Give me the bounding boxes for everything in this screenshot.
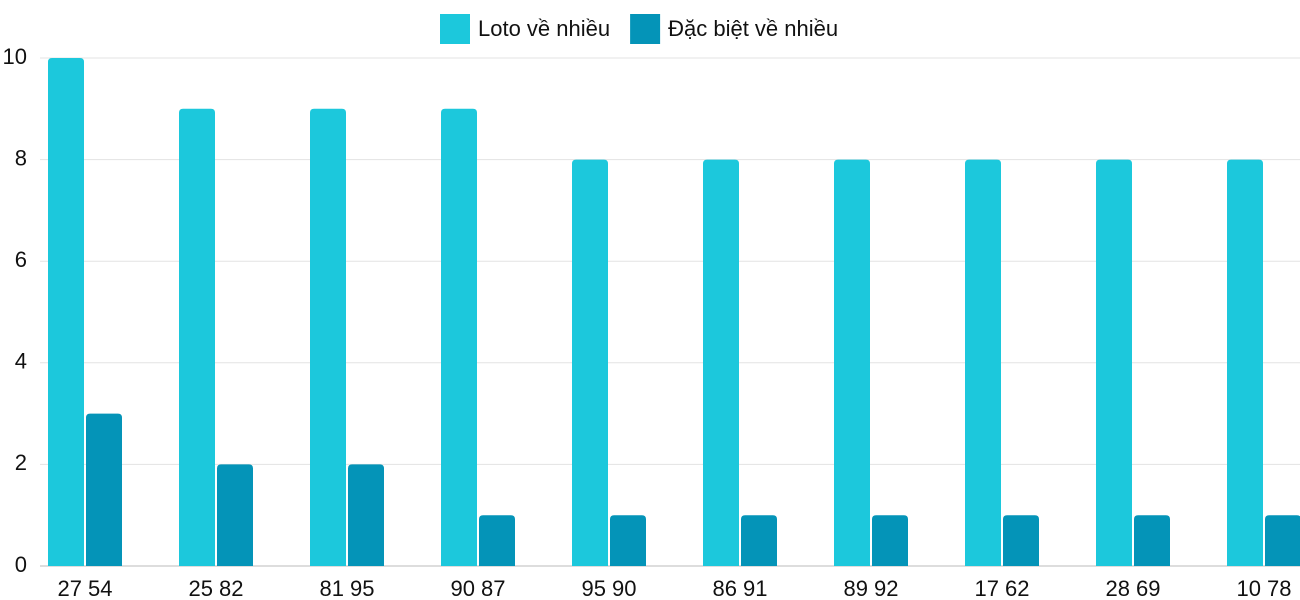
x-tick-label: 90 87	[450, 576, 505, 600]
x-tick-label: 28 69	[1105, 576, 1160, 600]
bar	[479, 515, 515, 566]
x-tick-label: 25 82	[188, 576, 243, 600]
legend-label: Loto về nhiều	[478, 16, 610, 41]
x-tick-label: 27 54	[57, 576, 112, 600]
bar	[1227, 159, 1263, 566]
bar	[1096, 159, 1132, 566]
bar	[1003, 515, 1039, 566]
legend-swatch	[630, 14, 661, 44]
bar	[741, 515, 777, 566]
bar	[86, 413, 122, 566]
bar	[179, 108, 215, 567]
x-tick-label: 17 62	[974, 576, 1029, 600]
y-tick-label: 8	[15, 145, 27, 170]
bar	[572, 159, 608, 566]
legend-label: Đặc biệt về nhiều	[668, 16, 838, 41]
bar	[48, 58, 84, 566]
bar	[348, 464, 384, 566]
bar	[610, 515, 646, 566]
y-tick-label: 6	[15, 247, 27, 272]
x-tick-label: 95 90	[581, 576, 636, 600]
bar	[1265, 515, 1300, 566]
x-tick-label: 10 78	[1236, 576, 1291, 600]
bar	[965, 159, 1001, 566]
bar	[703, 159, 739, 566]
bar	[310, 108, 346, 567]
legend-swatch	[440, 14, 470, 44]
y-tick-label: 2	[15, 450, 27, 475]
bar	[441, 108, 477, 567]
y-tick-label: 4	[15, 349, 27, 374]
bar	[1134, 515, 1170, 566]
bar	[834, 159, 870, 566]
y-tick-label: 10	[3, 44, 27, 69]
bar	[872, 515, 908, 566]
x-tick-label: 81 95	[319, 576, 374, 600]
bar	[217, 464, 253, 566]
x-tick-label: 86 91	[712, 576, 767, 600]
x-tick-label: 89 92	[843, 576, 898, 600]
y-tick-label: 0	[15, 552, 27, 577]
